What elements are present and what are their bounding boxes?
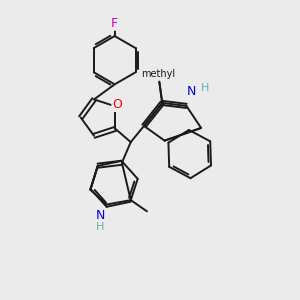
- Text: methyl: methyl: [141, 68, 175, 79]
- Text: N: N: [95, 209, 105, 222]
- Text: F: F: [111, 17, 118, 30]
- Text: H: H: [96, 223, 104, 232]
- Text: N: N: [187, 85, 196, 98]
- Text: O: O: [112, 98, 122, 111]
- Text: H: H: [200, 82, 209, 93]
